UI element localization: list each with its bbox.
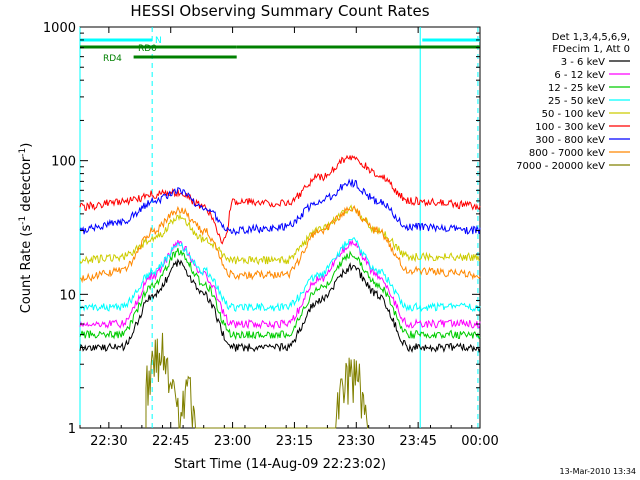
y-tick-label-1: 10 [59, 288, 76, 303]
legend-label-3: 25 - 50 keV [548, 96, 605, 107]
x-tick-label-0: 22:30 [90, 434, 127, 449]
legend-label-6: 300 - 800 keV [535, 135, 605, 146]
y-tick-label-2: 100 [51, 155, 76, 170]
status-bar-label-0: N [155, 36, 162, 46]
series-line-4 [79, 204, 481, 266]
status-bar-label-1: RD0 [138, 44, 157, 54]
y-tick-label-3: 1000 [43, 21, 76, 36]
series-line-3 [80, 237, 481, 313]
y-axis: 1 10 100 1000 [43, 21, 480, 437]
series-line-2 [79, 247, 481, 341]
legend-header-0: Det 1,3,4,5,6,9, [552, 32, 630, 43]
legend: Det 1,3,4,5,6,9,FDecim 1, Att 0 3 - 6 keV… [516, 32, 630, 172]
x-tick-label-3: 23:15 [276, 434, 313, 449]
legend-label-8: 7000 - 20000 keV [516, 161, 605, 172]
date-stamp: 13-Mar-2010 13:34 [560, 467, 637, 476]
y-axis-label: Count Rate (s-1 detector-1) [18, 143, 34, 314]
x-axis-label: Start Time (14-Aug-09 22:23:02) [174, 457, 386, 472]
chart-title: HESSI Observing Summary Count Rates [130, 2, 429, 20]
x-tick-label-4: 23:30 [338, 434, 375, 449]
x-tick-label-1: 22:45 [152, 434, 189, 449]
series-line-5 [79, 154, 481, 245]
x-tick-label-6: 00:00 [461, 434, 498, 449]
series-line-7 [79, 205, 481, 284]
legend-header-1: FDecim 1, Att 0 [552, 44, 630, 55]
legend-label-7: 800 - 7000 keV [529, 148, 605, 159]
x-tick-label-5: 23:45 [399, 434, 436, 449]
legend-label-0: 3 - 6 keV [561, 57, 605, 68]
legend-label-1: 6 - 12 keV [554, 70, 605, 81]
series-line-1 [79, 238, 481, 330]
series-group [79, 154, 481, 429]
legend-label-4: 50 - 100 keV [542, 109, 606, 120]
legend-label-5: 100 - 300 keV [535, 122, 605, 133]
y-tick-label-0: 1 [68, 422, 76, 437]
series-line-8 [145, 332, 369, 429]
x-tick-label-2: 23:00 [214, 434, 251, 449]
x-axis: 22:30 22:45 23:00 23:15 23:30 23:45 00:00 [79, 27, 499, 449]
series-line-0 [79, 258, 481, 354]
series-line-6 [79, 178, 481, 236]
status-bar-label-2: RD4 [103, 54, 122, 64]
legend-label-2: 12 - 25 keV [548, 83, 605, 94]
